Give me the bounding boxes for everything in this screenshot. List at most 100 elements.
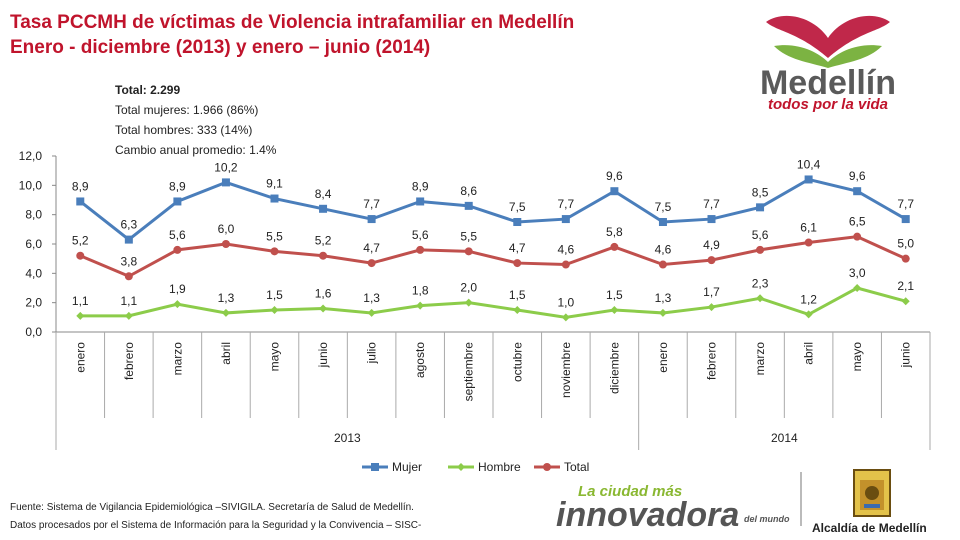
point-total [173, 245, 182, 254]
point-hombre [464, 298, 473, 307]
point-hombre [610, 306, 619, 314]
x-tick-label: marzo [753, 342, 767, 376]
data-label-mujer: 9,1 [266, 177, 283, 191]
legend-marker-mujer [371, 463, 379, 471]
legend-marker-hombre [457, 463, 465, 471]
point-mujer [124, 235, 133, 244]
data-label-mujer: 8,4 [315, 187, 332, 201]
y-tick-label: 2,0 [25, 296, 42, 310]
medellin-tagline: todos por la vida [768, 96, 888, 112]
data-label-hombre: 1,2 [800, 292, 817, 306]
data-label-hombre: 1,3 [218, 291, 235, 305]
point-hombre [513, 306, 522, 314]
point-total [804, 238, 813, 247]
point-total [76, 251, 85, 260]
y-tick-label: 8,0 [25, 208, 42, 222]
heart-top-shape [766, 15, 890, 58]
data-label-hombre: 1,1 [72, 294, 89, 308]
data-label-hombre: 1,8 [412, 284, 429, 298]
y-tick-label: 6,0 [25, 237, 42, 251]
point-total [853, 232, 862, 241]
point-mujer [707, 215, 716, 224]
data-label-hombre: 1,6 [315, 287, 332, 301]
data-label-total: 5,5 [266, 229, 283, 243]
data-label-hombre: 1,5 [509, 288, 526, 302]
point-total [367, 259, 376, 268]
data-label-mujer: 8,9 [412, 179, 429, 193]
alcaldia-logo: Alcaldía de Medellín [800, 469, 927, 535]
data-label-mujer: 9,6 [606, 169, 623, 183]
point-hombre [804, 310, 813, 319]
data-label-hombre: 2,3 [752, 276, 769, 290]
data-label-hombre: 1,3 [655, 291, 672, 305]
data-label-hombre: 1,7 [703, 285, 720, 299]
data-label-mujer: 7,5 [655, 200, 672, 214]
point-total [561, 260, 570, 269]
footer-source: Fuente: Sistema de Vigilancia Epidemioló… [10, 499, 421, 535]
data-label-mujer: 6,3 [120, 218, 137, 232]
point-total [756, 245, 765, 254]
point-hombre [76, 311, 85, 320]
point-hombre [561, 313, 570, 322]
y-tick-label: 12,0 [19, 149, 43, 163]
point-mujer [464, 201, 473, 210]
y-tick-label: 10,0 [19, 178, 43, 192]
data-label-total: 4,6 [557, 243, 574, 257]
point-mujer [76, 197, 85, 206]
data-label-mujer: 9,6 [849, 169, 866, 183]
point-mujer [804, 175, 813, 184]
point-mujer [610, 187, 619, 196]
footer-line-1: Fuente: Sistema de Vigilancia Epidemioló… [10, 502, 414, 513]
point-total [416, 245, 425, 254]
x-tick-label: octubre [510, 342, 524, 382]
point-mujer [756, 203, 765, 212]
point-mujer [901, 215, 910, 224]
x-tick-label: enero [656, 342, 670, 373]
point-total [707, 256, 716, 265]
ciudad-line-1: La ciudad más [578, 483, 682, 500]
data-label-total: 5,2 [72, 234, 89, 248]
data-label-total: 5,2 [315, 234, 332, 248]
data-label-total: 4,6 [655, 243, 672, 257]
point-mujer [367, 215, 376, 224]
data-label-mujer: 10,4 [797, 157, 821, 171]
stat-hombres: Total hombres: 333 (14%) [115, 123, 253, 137]
title-line-1: Tasa PCCMH de víctimas de Violencia intr… [10, 12, 575, 33]
page-title: Tasa PCCMH de víctimas de Violencia intr… [10, 10, 574, 60]
stat-mujeres: Total mujeres: 1.966 (86%) [115, 103, 259, 117]
point-hombre [221, 308, 230, 317]
data-label-hombre: 1,5 [606, 288, 623, 302]
point-total [319, 251, 328, 260]
point-mujer [561, 215, 570, 224]
x-tick-label: julio [365, 342, 379, 365]
point-mujer [416, 197, 425, 206]
chart-series: 8,9 6,3 8,9 10,2 9,1 8,4 7,7 8,9 8,6 7,5 7,7 9,6 7,5… [72, 157, 914, 322]
stat-total: Total: 2.299 [115, 83, 181, 97]
point-mujer [658, 218, 667, 226]
x-tick-label: mayo [850, 342, 864, 372]
point-hombre [756, 294, 765, 303]
point-total [124, 272, 133, 281]
point-hombre [124, 311, 133, 320]
point-hombre [707, 303, 716, 312]
point-total [221, 240, 230, 248]
line-chart: 0,0 2,0 4,0 6,0 8,0 10,0 12,0 enero febrero marzo… [19, 149, 931, 474]
data-label-total: 5,6 [412, 228, 429, 242]
medellin-wordmark: Medellín [760, 64, 896, 102]
point-mujer [319, 204, 328, 213]
point-mujer [513, 218, 522, 226]
point-hombre [367, 308, 376, 317]
data-label-hombre: 3,0 [849, 266, 866, 280]
heart-bottom-shape [774, 45, 882, 68]
data-label-total: 5,0 [897, 237, 914, 251]
series-line-total [79, 235, 907, 278]
data-label-mujer: 8,5 [752, 185, 769, 199]
data-label-total: 5,6 [752, 228, 769, 242]
x-tick-label: febrero [122, 342, 136, 380]
x-tick-label: septiembre [462, 342, 476, 402]
data-label-total: 5,8 [606, 225, 623, 239]
point-hombre [901, 297, 910, 306]
data-label-total: 5,5 [460, 229, 477, 243]
data-label-hombre: 1,0 [557, 295, 574, 309]
point-total [901, 254, 910, 263]
